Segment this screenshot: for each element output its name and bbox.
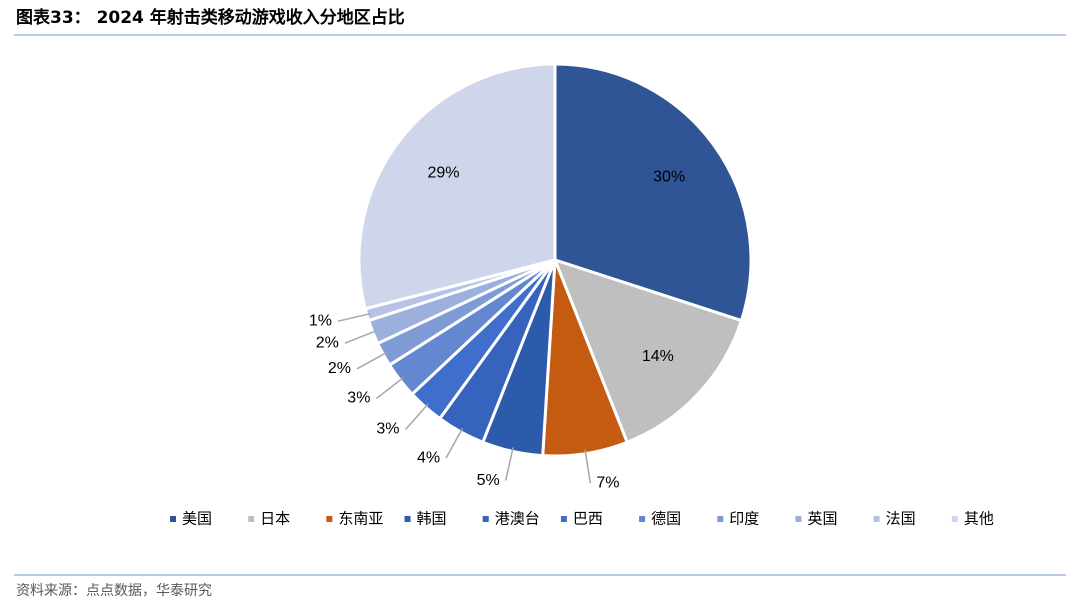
pie-slice <box>552 257 744 445</box>
legend-label: 韩国 <box>417 510 447 528</box>
legend-label: 东南亚 <box>338 510 383 528</box>
leader-line <box>445 427 464 459</box>
leader-line <box>356 351 388 370</box>
legend-swatch <box>170 516 176 522</box>
legend-swatch <box>873 516 880 522</box>
legend-swatch <box>560 516 567 522</box>
source-note: 资料来源：点点数据，华泰研究 <box>16 583 212 599</box>
value-label: 5% <box>477 472 500 489</box>
chart-title: 图表33： 2024 年射击类移动游戏收入分地区占比 <box>16 7 405 28</box>
pie-slice <box>357 62 557 311</box>
pie-slice <box>553 62 753 323</box>
value-label: 29% <box>427 165 459 182</box>
legend-swatch <box>951 516 958 522</box>
legend-swatch <box>404 516 411 522</box>
value-label: 7% <box>596 474 619 491</box>
value-label: 1% <box>309 312 332 329</box>
leader-line <box>584 449 592 484</box>
value-label: 3% <box>376 421 399 438</box>
legend-swatch <box>795 516 802 522</box>
legend-swatch <box>482 516 489 522</box>
leader-line <box>375 377 404 400</box>
leader-line <box>504 447 514 481</box>
leader-line <box>337 312 371 322</box>
value-label: 2% <box>316 334 339 351</box>
legend-label: 巴西 <box>573 510 603 528</box>
leader-line <box>344 329 377 344</box>
legend-label: 英国 <box>807 510 837 528</box>
legend-swatch <box>326 516 333 522</box>
value-label: 4% <box>417 449 440 466</box>
legend-label: 印度 <box>729 510 759 528</box>
legend-swatch <box>248 516 255 522</box>
legend-label: 日本 <box>260 510 290 528</box>
leader-line <box>404 403 429 431</box>
legend-swatch <box>717 516 724 522</box>
value-label: 3% <box>347 390 370 407</box>
value-label: 2% <box>328 360 351 377</box>
value-label: 30% <box>653 168 685 185</box>
legend-swatch <box>639 516 646 522</box>
legend-label: 其他 <box>964 510 994 528</box>
value-label: 14% <box>642 348 674 365</box>
legend-label: 港澳台 <box>495 510 540 528</box>
legend-label: 德国 <box>651 510 681 528</box>
legend-label: 美国 <box>182 510 212 528</box>
legend-label: 法国 <box>886 510 916 528</box>
